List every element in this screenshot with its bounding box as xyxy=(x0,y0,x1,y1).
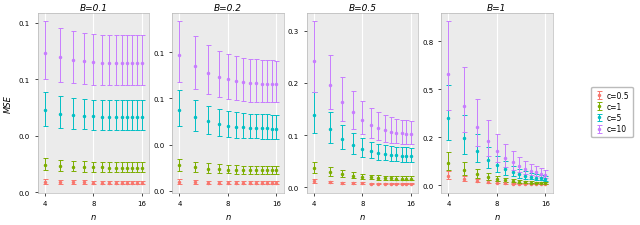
Title: B=0.2: B=0.2 xyxy=(214,4,242,13)
Legend: c=0.5, c=1, c=5, c=10: c=0.5, c=1, c=5, c=10 xyxy=(591,87,633,138)
Title: B=1: B=1 xyxy=(487,4,507,13)
Title: B=0.5: B=0.5 xyxy=(348,4,376,13)
X-axis label: n: n xyxy=(91,212,96,221)
X-axis label: n: n xyxy=(225,212,230,221)
X-axis label: n: n xyxy=(360,212,365,221)
Y-axis label: MSE: MSE xyxy=(4,94,13,112)
X-axis label: n: n xyxy=(494,212,500,221)
Title: B=0.1: B=0.1 xyxy=(79,4,108,13)
